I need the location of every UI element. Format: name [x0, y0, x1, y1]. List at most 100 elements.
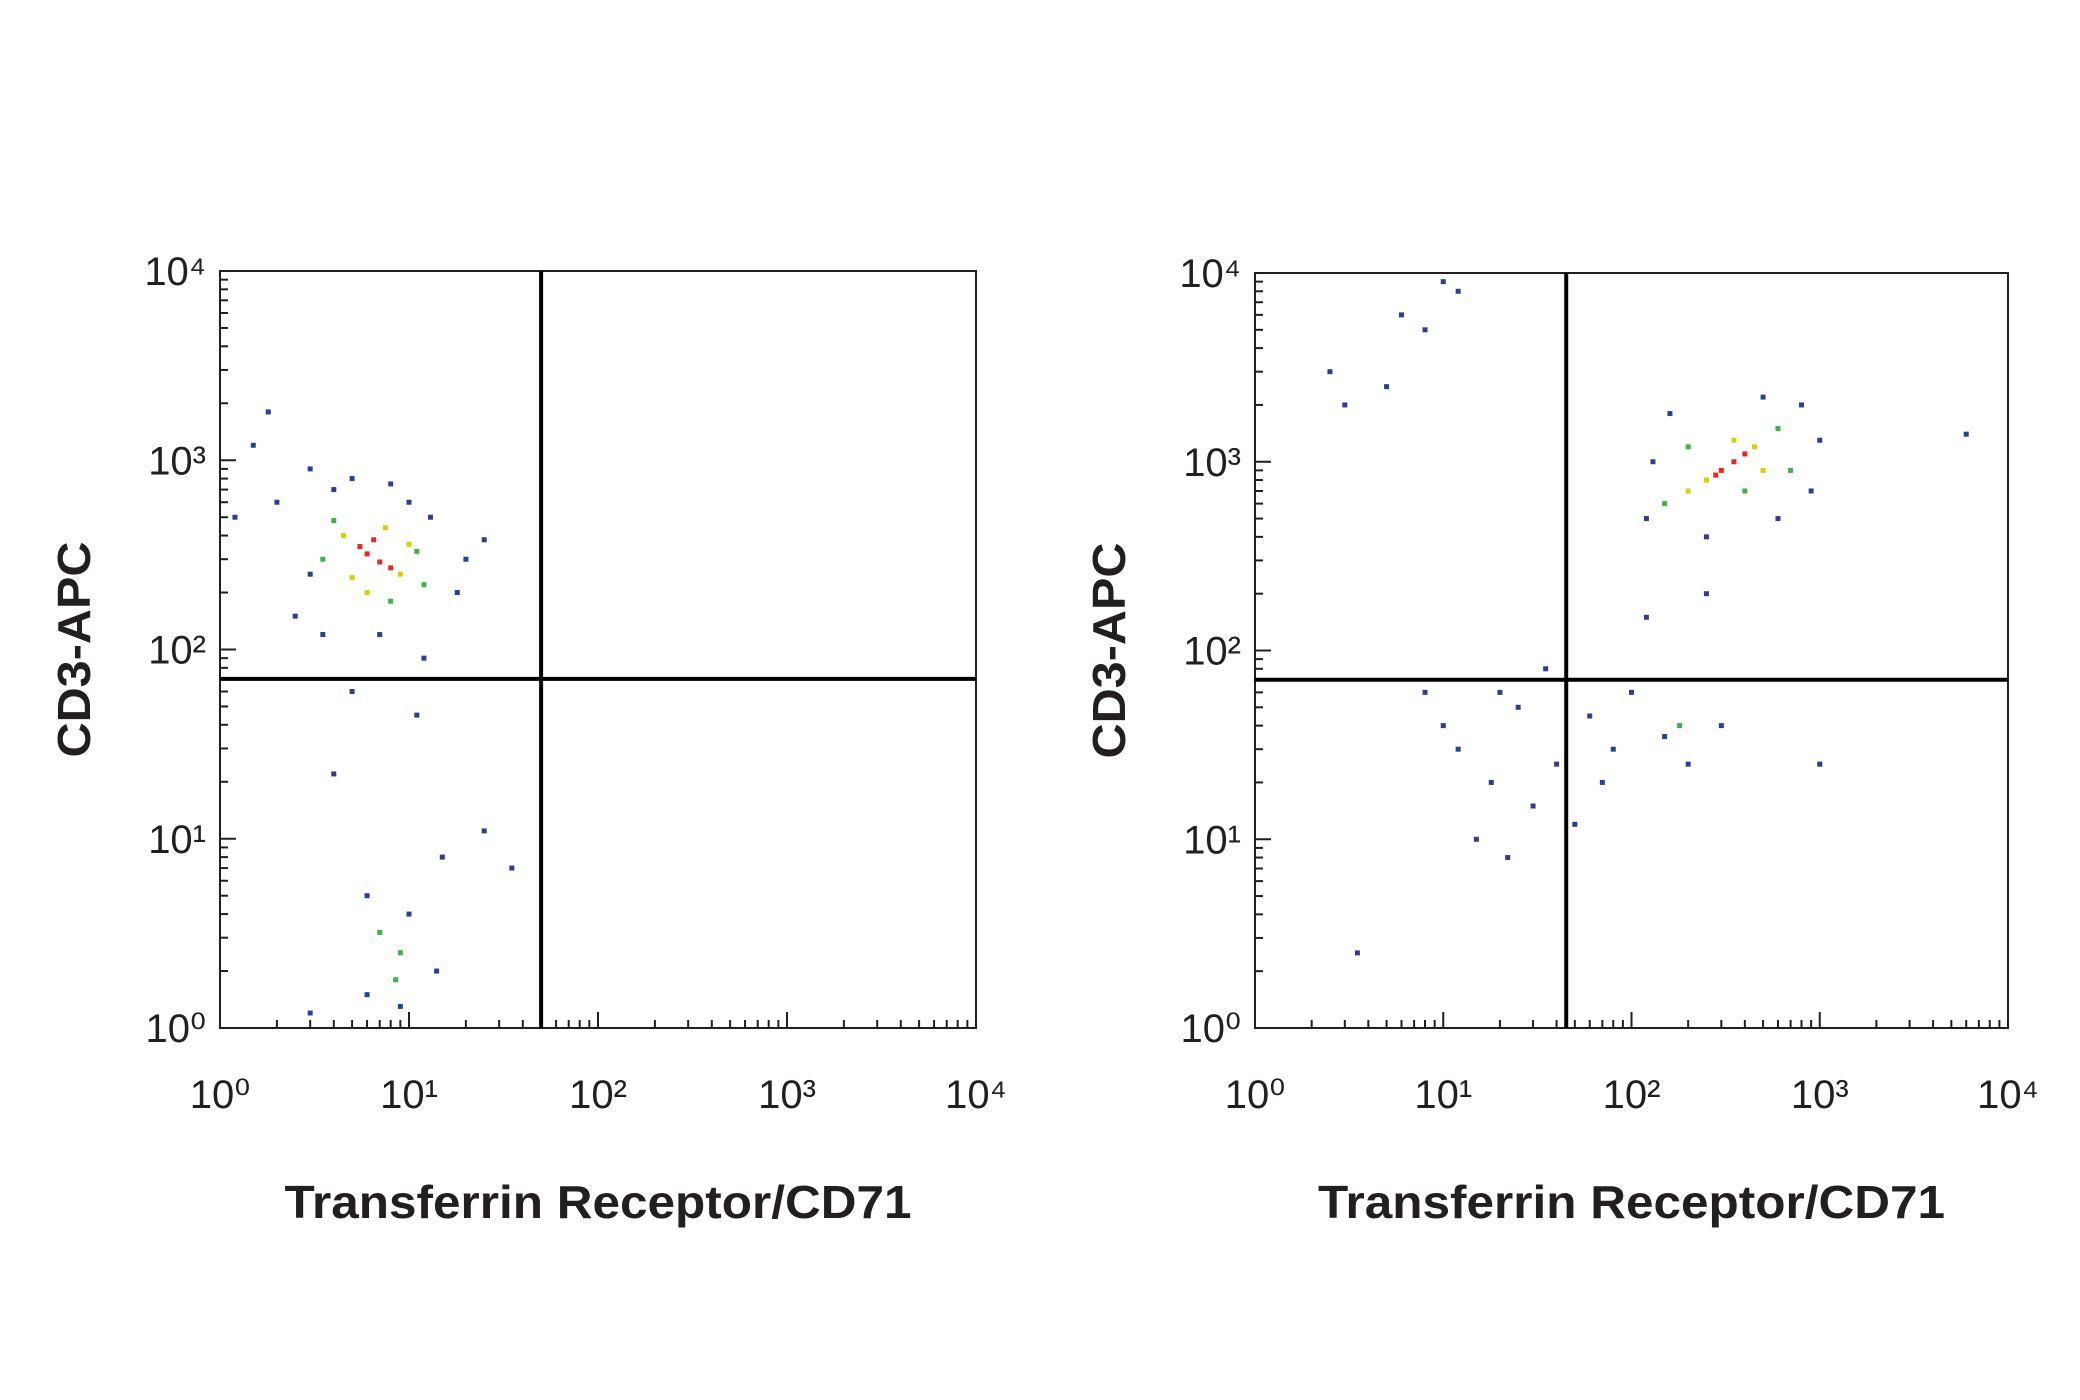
event-dot	[382, 525, 388, 531]
event-dot	[1473, 836, 1479, 842]
y-axis-label: CD3-APC	[1083, 543, 1135, 759]
event-dot	[1629, 689, 1634, 695]
event-dot	[349, 575, 355, 581]
event-dot	[1703, 534, 1709, 540]
x-axis-label: Transferrin Receptor/CD71	[285, 1176, 912, 1228]
event-dot	[377, 929, 383, 935]
x-tick-label: 10⁰	[1225, 1073, 1286, 1117]
event-dot	[1685, 488, 1691, 494]
event-dot	[1650, 459, 1656, 465]
event-dot	[1742, 488, 1748, 494]
event-dot	[1599, 779, 1605, 785]
event-dot	[1751, 444, 1757, 450]
x-tick-label: 10⁴	[945, 1073, 1007, 1117]
event-dot	[1808, 488, 1814, 494]
x-tick-label: 10³	[1791, 1073, 1849, 1117]
event-dot	[1685, 761, 1691, 767]
x-tick-label: 10²	[569, 1073, 627, 1117]
event-dot	[1760, 394, 1766, 400]
event-dot	[1342, 402, 1348, 408]
event-dot	[307, 466, 313, 472]
event-dot	[414, 712, 420, 718]
event-dot	[388, 598, 394, 604]
event-dot	[397, 571, 403, 577]
event-dot	[1455, 288, 1461, 294]
event-dot	[371, 537, 377, 543]
y-tick-label: 10¹	[148, 818, 206, 862]
event-dot	[1703, 591, 1709, 597]
event-dot	[1398, 312, 1404, 318]
event-dot	[1530, 803, 1536, 809]
event-dot	[331, 771, 337, 777]
plot-frame	[219, 270, 977, 1029]
event-dot	[1455, 746, 1461, 752]
event-dot	[364, 992, 370, 998]
event-dot	[1488, 779, 1494, 785]
event-dot	[414, 548, 420, 554]
event-dot	[1662, 501, 1668, 507]
event-dot	[1775, 516, 1781, 522]
event-dot	[397, 950, 403, 956]
event-dot	[1543, 666, 1549, 672]
event-dot	[349, 688, 355, 694]
event-dot	[1440, 279, 1446, 285]
y-tick-label: 10³	[148, 439, 206, 483]
event-dot	[331, 518, 337, 524]
event-dot	[1713, 472, 1719, 478]
x-tick-label: 10¹	[380, 1073, 438, 1117]
event-dot	[364, 551, 370, 557]
event-dot	[1718, 467, 1724, 473]
event-dot	[1731, 459, 1737, 465]
x-tick-label: 10⁴	[1977, 1073, 2039, 1117]
event-dot	[307, 1010, 313, 1016]
event-dot	[1775, 426, 1781, 432]
y-tick-label: 10²	[1183, 630, 1241, 674]
event-dot	[509, 865, 515, 871]
event-dot	[331, 487, 337, 493]
event-dot	[1731, 437, 1737, 443]
event-dot	[428, 514, 434, 520]
event-dot	[1384, 384, 1390, 390]
event-dot	[406, 911, 412, 917]
event-dot	[320, 632, 326, 638]
event-dot	[357, 544, 363, 550]
y-tick-label: 10⁰	[145, 1007, 206, 1051]
x-tick-label: 10¹	[1414, 1073, 1472, 1117]
event-dot	[1703, 477, 1709, 483]
event-dot	[364, 893, 370, 899]
event-dot	[1422, 327, 1428, 333]
y-tick-label: 10³	[1183, 441, 1241, 485]
event-dot	[1817, 761, 1823, 767]
event-dot	[463, 556, 469, 562]
event-dot	[307, 571, 313, 577]
event-dot	[265, 409, 271, 415]
event-dot	[1685, 444, 1691, 450]
x-axis-label: Transferrin Receptor/CD71	[1318, 1176, 1945, 1228]
event-dot	[1677, 723, 1683, 729]
event-dot	[274, 499, 280, 505]
x-tick-label: 10³	[758, 1073, 816, 1117]
y-tick-label: 10⁰	[1180, 1007, 1241, 1051]
event-dot	[377, 632, 383, 638]
event-dot	[481, 828, 487, 834]
y-axis-label: CD3-APC	[48, 542, 100, 758]
event-dot	[1572, 821, 1578, 827]
event-dot	[481, 537, 487, 543]
event-dot	[377, 559, 383, 565]
event-dot	[340, 533, 346, 539]
event-dot	[421, 582, 427, 588]
event-dot	[1963, 431, 1969, 437]
event-dot	[1554, 761, 1560, 767]
event-dot	[232, 514, 238, 520]
event-dot	[439, 854, 445, 860]
event-dot	[406, 499, 412, 505]
event-dot	[1587, 713, 1593, 719]
event-dot	[1760, 467, 1766, 473]
event-dot	[1742, 451, 1748, 457]
x-tick-label: 10²	[1603, 1073, 1661, 1117]
plot-frame	[1254, 272, 2009, 1029]
event-dot	[1354, 950, 1360, 956]
event-dot	[1667, 411, 1673, 417]
event-dot	[1422, 689, 1428, 695]
